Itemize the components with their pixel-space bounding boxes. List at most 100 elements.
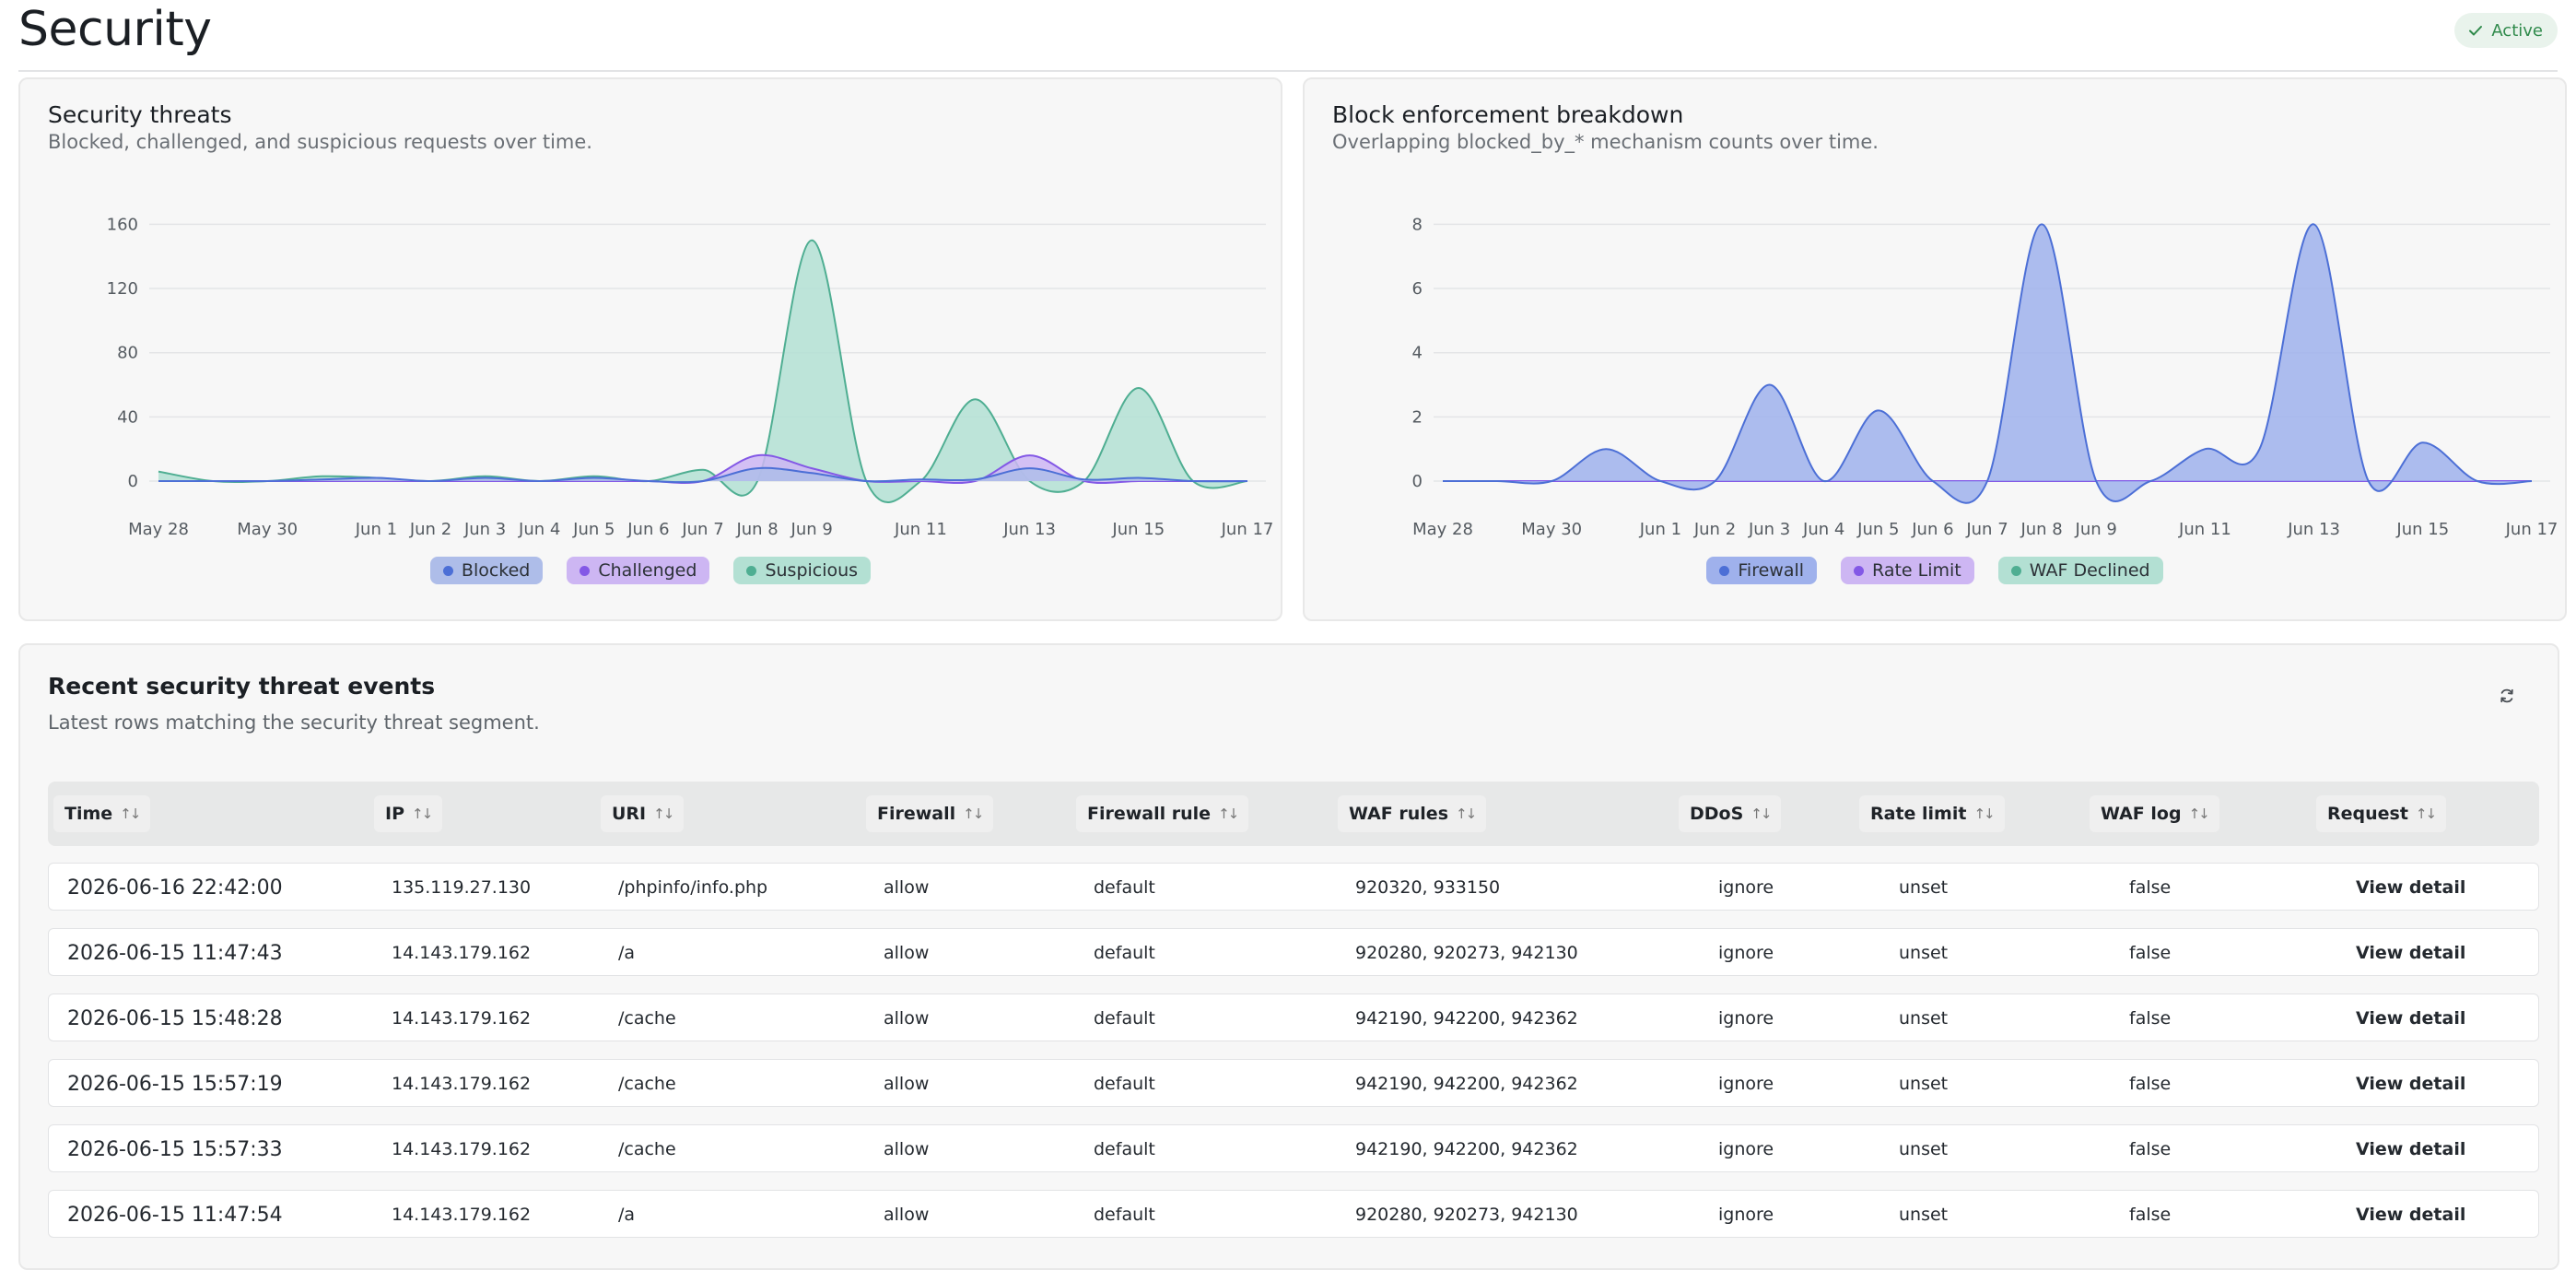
sort-icon: ↑↓ xyxy=(1218,806,1239,822)
x-tick-label: Jun 13 xyxy=(2287,520,2340,539)
cell-uri: /cache xyxy=(618,1008,676,1029)
cell-uri: /cache xyxy=(618,1139,676,1159)
cell-rate-limit: unset xyxy=(1899,1074,1949,1094)
cell-time: 2026-06-16 22:42:00 xyxy=(67,876,283,900)
card-subtitle: Blocked, challenged, and suspicious requ… xyxy=(48,131,592,153)
column-header-label: Rate limit xyxy=(1870,804,1967,824)
cell-ddos: ignore xyxy=(1718,1139,1774,1159)
view-detail-link[interactable]: View detail xyxy=(2356,1139,2466,1159)
x-tick-label: May 28 xyxy=(128,520,189,539)
chart-legend: Firewall Rate Limit WAF Declined xyxy=(1305,557,2565,584)
view-detail-link[interactable]: View detail xyxy=(2356,943,2466,963)
legend-dot xyxy=(580,565,591,576)
column-header-label: URI xyxy=(612,804,647,824)
x-tick-label: Jun 3 xyxy=(463,520,506,539)
refresh-button[interactable] xyxy=(2493,682,2521,710)
x-tick-label: Jun 4 xyxy=(1802,520,1844,539)
cell-firewall-rule: default xyxy=(1094,1074,1155,1094)
legend-dot xyxy=(746,565,757,576)
cell-ip: 135.119.27.130 xyxy=(392,877,532,898)
sort-icon: ↑↓ xyxy=(1456,806,1477,822)
cell-ddos: ignore xyxy=(1718,1205,1774,1225)
column-header-request[interactable]: Request ↑↓ xyxy=(2316,795,2447,832)
x-tick-label: Jun 7 xyxy=(681,520,723,539)
table-row: 2026-06-15 15:57:33 14.143.179.162/cache a… xyxy=(48,1124,2539,1172)
cell-uri: /cache xyxy=(618,1074,676,1094)
page-header: Security Active xyxy=(18,0,2558,72)
cell-firewall-rule: default xyxy=(1094,877,1155,898)
cell-ip: 14.143.179.162 xyxy=(392,943,532,963)
legend-dot xyxy=(2010,565,2021,576)
column-header-ip[interactable]: IP ↑↓ xyxy=(374,795,443,832)
cell-firewall: allow xyxy=(884,1139,930,1159)
legend-label: Blocked xyxy=(461,560,531,581)
cell-firewall: allow xyxy=(884,877,930,898)
column-header-label: Firewall xyxy=(877,804,956,824)
cell-waf-rules: 920280, 920273, 942130 xyxy=(1355,943,1578,963)
series-line-firewall xyxy=(1443,223,2533,504)
column-header-label: WAF rules xyxy=(1349,804,1449,824)
column-header-rate-limit[interactable]: Rate limit ↑↓ xyxy=(1859,795,2005,832)
x-tick-label: Jun 8 xyxy=(735,520,778,539)
column-header-time[interactable]: Time ↑↓ xyxy=(53,795,151,832)
sort-icon: ↑↓ xyxy=(653,806,674,822)
view-detail-link[interactable]: View detail xyxy=(2356,1205,2466,1225)
recent-events-card: Recent security threat events Latest row… xyxy=(18,643,2559,1270)
y-tick-label: 0 xyxy=(1412,472,1423,491)
sort-icon: ↑↓ xyxy=(120,806,141,822)
x-tick-label: Jun 9 xyxy=(790,520,833,539)
cell-ip: 14.143.179.162 xyxy=(392,1139,532,1159)
sort-icon: ↑↓ xyxy=(963,806,984,822)
cell-uri: /a xyxy=(618,1205,636,1225)
cell-uri: /phpinfo/info.php xyxy=(618,877,768,898)
legend-item-challenged[interactable]: Challenged xyxy=(567,557,710,584)
legend-item-rate-limit[interactable]: Rate Limit xyxy=(1841,557,1974,584)
view-detail-link[interactable]: View detail xyxy=(2356,1074,2466,1094)
cell-ddos: ignore xyxy=(1718,1074,1774,1094)
x-tick-label: Jun 2 xyxy=(1693,520,1736,539)
legend-label: WAF Declined xyxy=(2029,560,2150,581)
cell-ddos: ignore xyxy=(1718,943,1774,963)
view-detail-link[interactable]: View detail xyxy=(2356,1008,2466,1029)
column-header-firewall-rule[interactable]: Firewall rule ↑↓ xyxy=(1076,795,1249,832)
sort-icon: ↑↓ xyxy=(1751,806,1772,822)
column-header-ddos[interactable]: DDoS ↑↓ xyxy=(1679,795,1782,832)
cell-firewall: allow xyxy=(884,1205,930,1225)
column-header-uri[interactable]: URI ↑↓ xyxy=(601,795,685,832)
cell-rate-limit: unset xyxy=(1899,1008,1949,1029)
legend-item-waf-declined[interactable]: WAF Declined xyxy=(1997,557,2163,584)
view-detail-link[interactable]: View detail xyxy=(2356,877,2466,898)
column-header-waf-log[interactable]: WAF log ↑↓ xyxy=(2090,795,2219,832)
y-tick-label: 2 xyxy=(1412,407,1423,427)
table-header: Time ↑↓ IP ↑↓ URI ↑↓ Firewall ↑↓ Firewall rule ↑↓… xyxy=(48,782,2539,846)
legend-item-suspicious[interactable]: Suspicious xyxy=(733,557,872,584)
x-tick-label: Jun 1 xyxy=(355,520,397,539)
block-enforcement-card: Block enforcement breakdown Overlapping … xyxy=(1303,77,2567,621)
cell-ddos: ignore xyxy=(1718,877,1774,898)
x-tick-label: Jun 8 xyxy=(2020,520,2062,539)
table-row: 2026-06-15 11:47:43 14.143.179.162/a allow… xyxy=(48,928,2539,976)
card-title: Security threats xyxy=(48,101,232,128)
legend-dot xyxy=(1854,565,1865,576)
events-title: Recent security threat events xyxy=(48,673,436,700)
y-tick-label: 4 xyxy=(1412,344,1423,363)
y-tick-label: 8 xyxy=(1412,215,1423,234)
y-tick-label: 120 xyxy=(107,279,138,299)
column-header-firewall[interactable]: Firewall ↑↓ xyxy=(866,795,994,832)
legend-item-firewall[interactable]: Firewall xyxy=(1706,557,1818,584)
cell-ip: 14.143.179.162 xyxy=(392,1205,532,1225)
table-row: 2026-06-16 22:42:00 135.119.27.130/phpinf… xyxy=(48,863,2539,911)
column-header-waf-rules[interactable]: WAF rules ↑↓ xyxy=(1338,795,1487,832)
cell-waf-log: false xyxy=(2129,1205,2172,1225)
cell-time: 2026-06-15 11:47:54 xyxy=(67,1203,283,1227)
cell-time: 2026-06-15 11:47:43 xyxy=(67,941,283,965)
legend-item-blocked[interactable]: Blocked xyxy=(429,557,544,584)
series-line-blocked xyxy=(158,466,1248,484)
x-tick-label: Jun 17 xyxy=(2505,520,2558,539)
series-area-firewall xyxy=(1443,224,2532,503)
x-tick-label: Jun 11 xyxy=(894,520,947,539)
column-header-label: DDoS xyxy=(1690,804,1744,824)
cell-waf-rules: 942190, 942200, 942362 xyxy=(1355,1008,1578,1029)
x-tick-label: Jun 11 xyxy=(2178,520,2231,539)
x-tick-label: May 30 xyxy=(1521,520,1582,539)
